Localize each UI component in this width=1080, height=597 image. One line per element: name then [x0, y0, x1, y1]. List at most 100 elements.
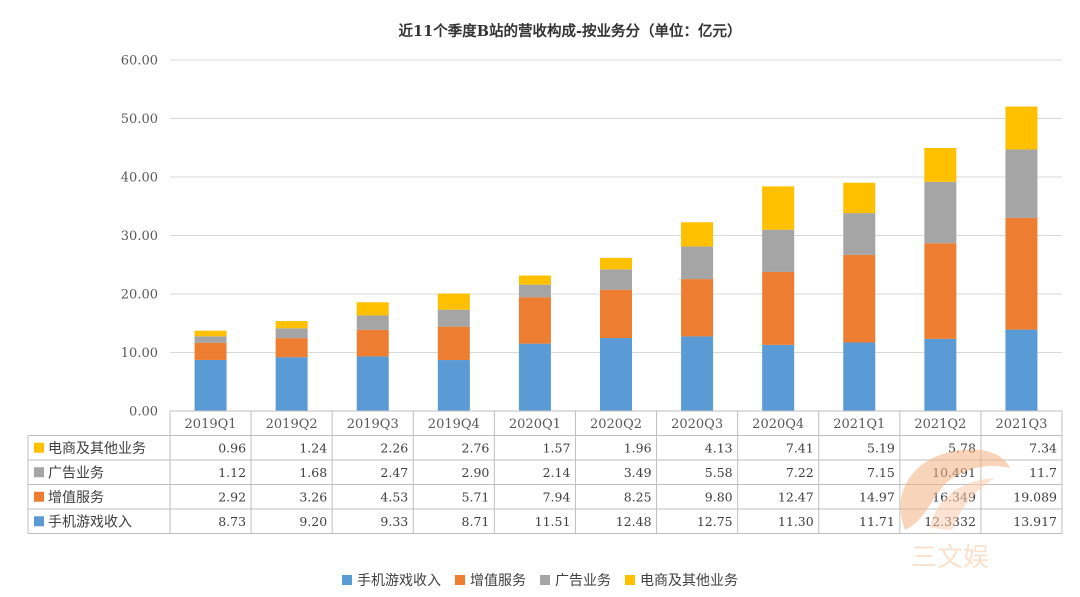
y-tick-label: 60.00	[121, 54, 158, 69]
bar-segment	[1005, 329, 1038, 411]
bar-segment	[924, 148, 957, 182]
table-cell-value: 9.20	[299, 514, 327, 529]
chart-title: 近11个季度B站的营收构成-按业务分（单位：亿元）	[399, 22, 742, 40]
table-cell-value: 5.71	[462, 489, 490, 504]
x-tick-label: 2019Q1	[185, 417, 237, 432]
table-row-swatch	[34, 467, 44, 478]
bar-segment	[275, 321, 308, 329]
bar-segment	[762, 186, 795, 230]
table-cell-value: 1.12	[218, 465, 246, 480]
table-cell-value: 7.15	[867, 465, 895, 480]
table-cell-value: 14.97	[859, 489, 895, 504]
bar-segment	[600, 337, 632, 411]
bar-segment	[194, 336, 227, 343]
table-cell-value: 0.96	[218, 440, 246, 455]
gridlines	[170, 59, 1062, 353]
table-cell-value: 3.49	[624, 465, 652, 480]
x-tick-label: 2019Q2	[266, 417, 318, 432]
table-cell-value: 8.73	[218, 514, 246, 529]
table-cell-value: 8.71	[462, 514, 490, 529]
table-cell-value: 1.96	[624, 440, 652, 455]
table-cell-value: 3.26	[299, 489, 327, 504]
table-row-swatch	[34, 516, 44, 527]
table-cell-value: 1.68	[299, 465, 327, 480]
table-cell-value: 8.25	[624, 489, 652, 504]
bar-segment	[275, 338, 308, 358]
legend: 手机游戏收入 增值服务 广告业务 电商及其他业务	[342, 573, 738, 589]
bar-segment	[518, 284, 551, 298]
table-row-label: 电商及其他业务	[48, 441, 146, 457]
bar-segment	[762, 344, 795, 411]
table-cell-value: 12.48	[616, 514, 652, 529]
bar-segment	[681, 279, 714, 337]
table-cell-value: 11.7	[1029, 465, 1057, 480]
bar-segment	[194, 359, 227, 411]
table-cell-value: 12.75	[697, 514, 733, 529]
bar-segment	[924, 243, 957, 339]
table-cell-value: 11.71	[859, 514, 895, 529]
bar-segment	[437, 293, 470, 310]
bar-segment	[518, 275, 551, 285]
bar-segment	[518, 297, 551, 344]
x-tick-label: 2021Q2	[914, 417, 966, 432]
watermark-text: 三文娱	[911, 543, 989, 573]
table-cell-value: 7.94	[543, 489, 571, 504]
watermark-swoosh-accent	[930, 478, 995, 530]
bar-segment	[681, 246, 714, 280]
bar-segment	[275, 357, 308, 411]
watermark-swoosh	[900, 449, 1010, 530]
table-cell-value: 19.089	[1013, 489, 1057, 504]
legend-swatch	[540, 575, 550, 585]
table-cell-value: 7.34	[1029, 440, 1057, 455]
legend-swatch	[625, 575, 635, 585]
table-row-swatch	[34, 442, 44, 453]
bar-segment	[843, 182, 876, 214]
legend-label: 电商及其他业务	[640, 573, 738, 589]
bar-segment	[843, 213, 876, 255]
legend-label: 增值服务	[470, 573, 526, 589]
bar-segment	[437, 309, 470, 327]
bar-segment	[275, 328, 308, 339]
table-cell-value: 2.26	[380, 440, 408, 455]
table-row-swatch	[34, 491, 44, 502]
y-tick-label: 10.00	[121, 346, 158, 361]
x-tick-label: 2019Q4	[428, 417, 480, 432]
legend-label: 手机游戏收入	[357, 573, 441, 589]
x-tick-label: 2020Q4	[752, 417, 804, 432]
bar-segment	[356, 329, 389, 357]
legend-swatch	[455, 575, 465, 585]
table-cell-value: 2.76	[462, 440, 490, 455]
bar-segment	[843, 342, 876, 411]
bar-segment	[924, 181, 957, 244]
legend-label: 广告业务	[555, 573, 611, 589]
bar-segment	[600, 257, 632, 270]
legend-swatch	[342, 575, 352, 585]
table-cell-value: 2.92	[218, 489, 246, 504]
table-row-label: 增值服务	[48, 490, 104, 506]
bar-segment	[681, 222, 714, 247]
y-tick-label: 20.00	[121, 288, 158, 303]
x-tick-label: 2020Q3	[671, 417, 723, 432]
data-table: 2019Q1 2019Q2 2019Q3 2019Q4 2020Q1 2020Q2 2020…	[27, 410, 1063, 534]
table-cell-value: 4.53	[380, 489, 408, 504]
table-cell-value: 9.80	[705, 489, 733, 504]
y-tick-label: 40.00	[121, 171, 158, 186]
x-tick-label: 2021Q1	[833, 417, 885, 432]
bar-segment	[924, 338, 957, 411]
table-cell-value: 5.19	[867, 440, 895, 455]
x-tick-label: 2019Q3	[347, 417, 399, 432]
table-row-label: 广告业务	[48, 465, 104, 481]
bar-segment	[1005, 149, 1038, 218]
bar-segment	[1005, 106, 1038, 150]
table-cell-value: 12.47	[778, 489, 814, 504]
table-cell-value: 2.90	[462, 465, 490, 480]
bar-segment	[356, 356, 389, 411]
bars	[194, 106, 1038, 411]
table-cell-value: 7.41	[786, 440, 814, 455]
bar-segment	[356, 302, 389, 316]
table-cell-value: 5.58	[705, 465, 733, 480]
x-tick-label: 2020Q1	[509, 417, 561, 432]
x-tick-label: 2021Q3	[995, 417, 1047, 432]
watermark-logo: 三文娱	[900, 449, 1010, 573]
